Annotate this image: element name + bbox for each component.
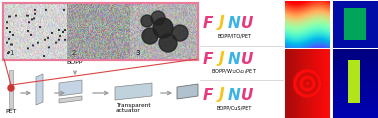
Text: actuator: actuator — [116, 108, 141, 113]
Circle shape — [141, 15, 153, 27]
Text: BOPP: BOPP — [67, 60, 83, 65]
FancyBboxPatch shape — [3, 3, 198, 60]
Bar — [332, 48, 378, 118]
Circle shape — [8, 85, 14, 91]
Text: BOPP/ITO/PET: BOPP/ITO/PET — [217, 34, 251, 38]
Bar — [284, 48, 330, 118]
Text: U: U — [241, 15, 253, 30]
Text: N: N — [228, 15, 240, 30]
Text: U: U — [241, 88, 253, 103]
Text: F: F — [203, 15, 213, 30]
Text: 1: 1 — [9, 50, 14, 56]
Polygon shape — [9, 70, 13, 108]
Text: 2: 2 — [72, 50, 76, 56]
Text: BOPP/W$_{12}$O$_{42}$/PET: BOPP/W$_{12}$O$_{42}$/PET — [211, 68, 257, 76]
Circle shape — [151, 11, 165, 25]
Text: N: N — [228, 51, 240, 67]
Polygon shape — [36, 74, 43, 105]
Polygon shape — [177, 84, 198, 99]
Circle shape — [172, 25, 188, 41]
Text: J: J — [218, 88, 224, 103]
Circle shape — [153, 18, 173, 38]
Text: J: J — [218, 15, 224, 30]
Text: U: U — [241, 51, 253, 67]
Text: 3: 3 — [135, 50, 139, 56]
Text: F: F — [203, 88, 213, 103]
Text: BOPP/CuS/PET: BOPP/CuS/PET — [216, 105, 252, 110]
Text: Transparent: Transparent — [116, 103, 150, 108]
Circle shape — [142, 28, 158, 44]
Text: F: F — [203, 51, 213, 67]
Circle shape — [159, 34, 177, 52]
Text: N: N — [228, 88, 240, 103]
Polygon shape — [59, 96, 82, 103]
Text: J: J — [218, 51, 224, 67]
Text: PET: PET — [5, 109, 16, 114]
Bar — [332, 0, 378, 48]
Polygon shape — [59, 80, 82, 96]
Polygon shape — [115, 83, 152, 100]
Bar — [284, 0, 330, 48]
